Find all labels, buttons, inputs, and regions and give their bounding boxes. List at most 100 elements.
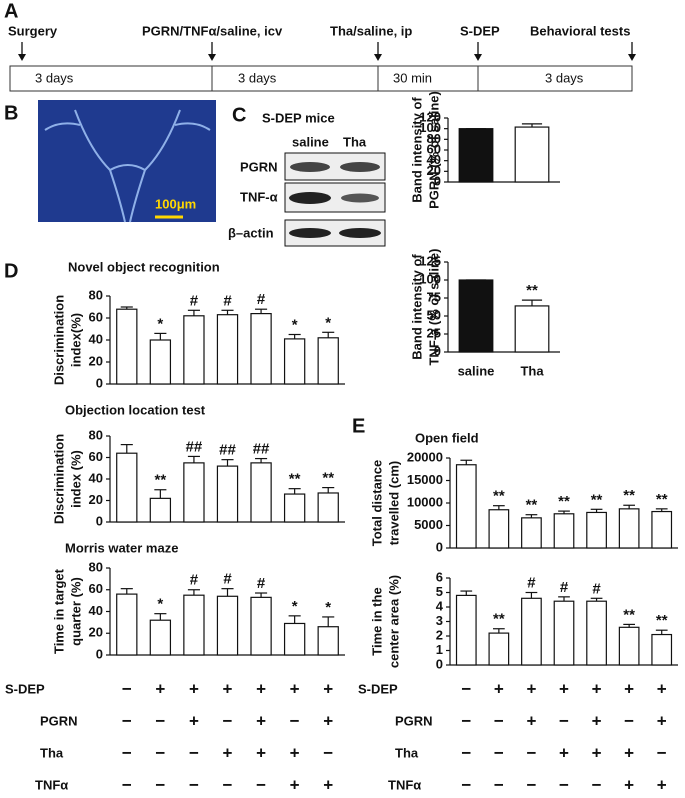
treatment-sign: − xyxy=(461,679,471,698)
significance-label: ** xyxy=(526,497,538,514)
significance-label: ** xyxy=(493,488,505,505)
treatment-sign: − xyxy=(494,743,504,762)
treatment-label: PGRN xyxy=(40,713,78,728)
treatment-sign: − xyxy=(624,711,634,730)
significance-label: ** xyxy=(526,282,538,299)
treatment-sign: + xyxy=(290,743,300,762)
treatment-label: Tha xyxy=(40,745,64,760)
bar xyxy=(455,464,477,549)
bar xyxy=(586,600,607,666)
treatment-sign: + xyxy=(657,711,667,730)
treatment-sign: − xyxy=(461,775,471,794)
treatment-sign: + xyxy=(559,743,569,762)
treatment-sign: + xyxy=(657,679,667,698)
treatment-sign: − xyxy=(189,743,199,762)
treatment-sign: + xyxy=(624,775,634,794)
timeline-event: Behavioral tests xyxy=(530,23,630,38)
chart-title: Morris water maze xyxy=(65,540,178,555)
bar xyxy=(317,492,339,523)
timeline-arrows xyxy=(21,42,633,58)
y-tick-label: 1 xyxy=(436,642,443,657)
y-tick-label: 80 xyxy=(89,287,103,302)
y-axis-label: center area (%) xyxy=(386,575,401,668)
y-axis-label: TNF-a (% of saline) xyxy=(426,248,441,365)
y-tick-label: 5000 xyxy=(414,517,443,532)
y-tick-label: 0 xyxy=(434,343,441,358)
y-tick-label: 20 xyxy=(89,625,103,640)
significance-label: ** xyxy=(493,611,505,628)
bar xyxy=(514,126,550,183)
panel-label: E xyxy=(352,415,365,437)
blot-row: PGRN xyxy=(240,159,278,174)
significance-label: * xyxy=(292,598,298,615)
bar xyxy=(116,308,138,385)
blot-column: Tha xyxy=(343,134,367,149)
arrow-heads xyxy=(18,54,636,61)
treatment-sign: − xyxy=(559,711,569,730)
bar xyxy=(586,511,607,549)
y-tick-label: 20 xyxy=(89,353,103,368)
treatment-sign: + xyxy=(592,743,602,762)
bar xyxy=(149,619,172,656)
y-tick-label: 125 xyxy=(419,253,441,268)
treatment-sign: + xyxy=(290,679,300,698)
treatment-sign: − xyxy=(592,775,602,794)
panel-label: C xyxy=(232,104,246,126)
treatment-sign: − xyxy=(122,679,132,698)
scale-bar-label: 100μm xyxy=(155,196,196,211)
bar xyxy=(651,510,673,549)
bar xyxy=(488,632,510,666)
significance-label: * xyxy=(157,596,163,613)
bar xyxy=(116,452,138,523)
y-tick-label: 100 xyxy=(419,120,441,135)
y-axis-label: Band intensity of xyxy=(409,254,424,360)
bar xyxy=(553,513,575,549)
y-tick-label: 80 xyxy=(89,427,103,442)
significance-label: ** xyxy=(623,487,635,504)
panel-label: D xyxy=(4,260,18,282)
treatment-sign: + xyxy=(223,679,233,698)
y-axis-label: index (%) xyxy=(68,450,83,508)
significance-label: ** xyxy=(558,493,570,510)
y-axis-label: index(%) xyxy=(68,313,83,367)
y-tick-label: 60 xyxy=(89,449,103,464)
treatment-sign: − xyxy=(155,775,165,794)
panel-label: B xyxy=(4,102,18,124)
treatment-sign: + xyxy=(256,743,266,762)
treatment-sign: − xyxy=(223,711,233,730)
y-tick-label: 20 xyxy=(427,163,441,178)
significance-label: # xyxy=(223,571,232,588)
y-tick-label: 25 xyxy=(427,325,441,340)
significance-label: # xyxy=(592,580,601,597)
treatment-sign: + xyxy=(256,711,266,730)
bar xyxy=(216,465,239,523)
treatment-sign: + xyxy=(624,679,634,698)
y-axis-label: Time in target xyxy=(51,568,66,654)
y-tick-label: 0 xyxy=(434,173,441,188)
treatment-sign: − xyxy=(494,775,504,794)
bar xyxy=(455,594,477,666)
y-axis-label: Total distance xyxy=(369,460,384,546)
significance-label: ** xyxy=(322,470,334,487)
timeline-event: S-DEP xyxy=(460,23,500,38)
treatment-sign: − xyxy=(122,711,132,730)
y-tick-label: 60 xyxy=(427,141,441,156)
brain-structure xyxy=(44,109,211,223)
treatment-sign: − xyxy=(256,775,266,794)
significance-label: ** xyxy=(591,491,603,508)
timeline-event: Tha/saline, ip xyxy=(330,23,412,38)
treatment-sign: + xyxy=(155,679,165,698)
chart-title: Novel object recognition xyxy=(68,259,220,274)
significance-label: ** xyxy=(155,472,167,489)
treatment-sign: − xyxy=(526,775,536,794)
bar xyxy=(317,626,339,656)
treatment-label: S-DEP xyxy=(358,681,398,696)
significance-label: ## xyxy=(186,438,203,455)
significance-label: ** xyxy=(656,491,668,508)
y-tick-label: 60 xyxy=(89,581,103,596)
y-tick-label: 120 xyxy=(419,109,441,124)
bar xyxy=(283,338,306,385)
y-tick-label: 10000 xyxy=(407,494,443,509)
blot-strips xyxy=(284,152,386,247)
bar xyxy=(250,596,272,656)
